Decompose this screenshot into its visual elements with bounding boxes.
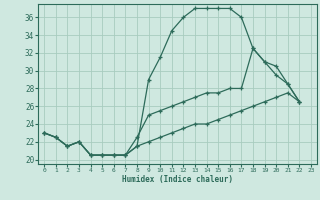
X-axis label: Humidex (Indice chaleur): Humidex (Indice chaleur)	[122, 175, 233, 184]
